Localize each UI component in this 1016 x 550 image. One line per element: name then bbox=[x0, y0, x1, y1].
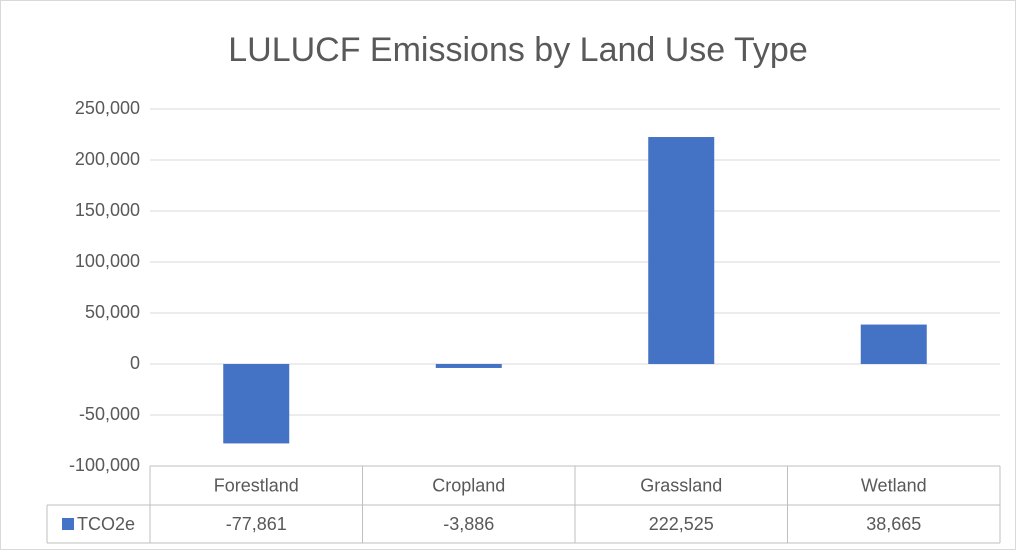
bar bbox=[860, 324, 927, 364]
y-tick-label: 150,000 bbox=[75, 200, 140, 220]
y-tick-label: 50,000 bbox=[85, 302, 140, 322]
bar bbox=[223, 364, 290, 444]
y-tick-label: -100,000 bbox=[69, 455, 140, 475]
data-table-value: 38,665 bbox=[866, 514, 921, 534]
data-table-value: -3,886 bbox=[443, 514, 494, 534]
y-tick-label: -50,000 bbox=[79, 404, 140, 424]
legend-label: TCO2e bbox=[77, 514, 135, 534]
y-tick-label: 0 bbox=[130, 353, 140, 373]
legend-key bbox=[62, 518, 74, 530]
y-tick-label: 250,000 bbox=[75, 98, 140, 118]
chart-title: LULUCF Emissions by Land Use Type bbox=[228, 31, 808, 69]
y-tick-label: 100,000 bbox=[75, 251, 140, 271]
data-table-value: -77,861 bbox=[226, 514, 287, 534]
bar bbox=[648, 137, 715, 364]
x-tick-label: Cropland bbox=[432, 475, 505, 495]
data-table-value: 222,525 bbox=[649, 514, 714, 534]
x-tick-label: Wetland bbox=[861, 475, 927, 495]
bar bbox=[435, 364, 502, 368]
x-tick-label: Grassland bbox=[640, 475, 722, 495]
x-tick-label: Forestland bbox=[214, 475, 299, 495]
y-tick-label: 200,000 bbox=[75, 149, 140, 169]
